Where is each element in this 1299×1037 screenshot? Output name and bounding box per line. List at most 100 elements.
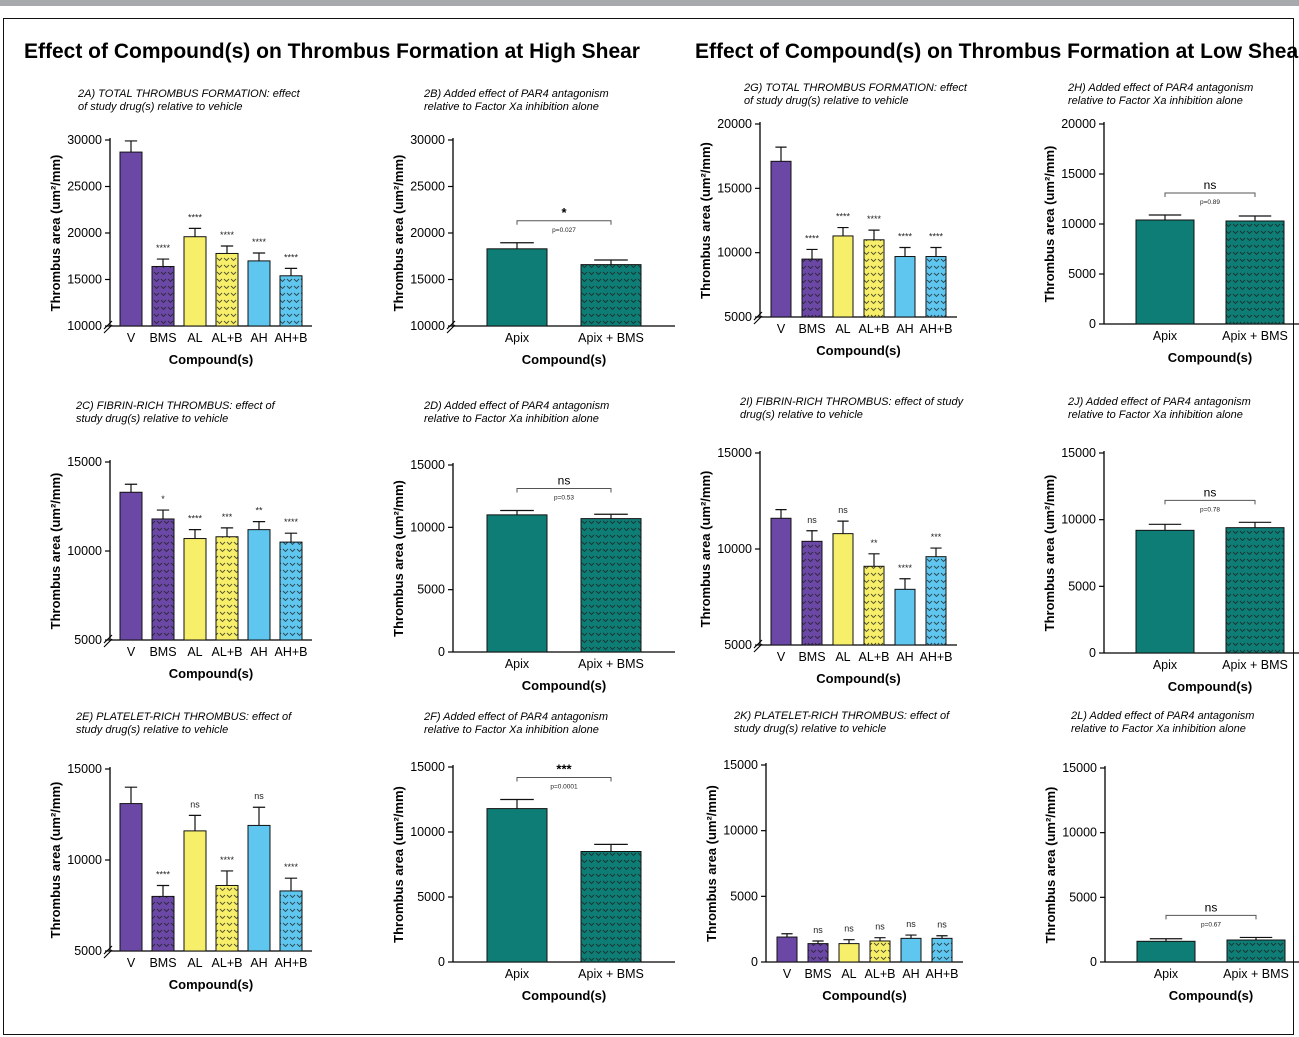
comparison-bracket — [516, 220, 612, 225]
bar-v — [119, 151, 143, 327]
error-bar — [500, 242, 534, 249]
comparison-bracket — [516, 777, 612, 782]
y-tick-label: 15000 — [410, 760, 445, 774]
panel-title-line: 2D) Added effect of PAR4 antagonism — [424, 400, 610, 412]
y-axis-label: Thrombus area (um²/mm) — [48, 782, 63, 939]
y-tick-label: 15000 — [1061, 167, 1096, 181]
x-tick-label: BMS — [149, 331, 176, 345]
bar-apix-plus-bms — [580, 264, 642, 327]
bar-v — [770, 517, 792, 646]
bar-v — [119, 803, 143, 952]
panel-title-line: relative to Factor Xa inhibition alone — [1071, 723, 1246, 735]
error-bar — [899, 246, 911, 257]
chart-svg: 10000 15000 20000 25000 30000 Thrombus area (… — [48, 133, 312, 367]
significance-label: ns — [937, 920, 947, 930]
panel-title-line: 2J) Added effect of PAR4 antagonism — [1068, 396, 1251, 408]
panel-title-line: of study drug(s) relative to vehicle — [78, 101, 243, 113]
bar-bms — [807, 943, 829, 963]
error-bar — [775, 146, 787, 162]
panel-title-line: relative to Factor Xa inhibition alone — [1068, 409, 1243, 421]
chart-svg: 0 5000 10000 15000 Thrombus area (um²/mm) Com… — [704, 758, 963, 1003]
x-tick-label: AH — [250, 331, 267, 345]
chart-2i: 2I) FIBRIN-RICH THROMBUS: effect of stud… — [688, 396, 1018, 696]
chart-2j: 2J) Added effect of PAR4 antagonism relat… — [1022, 396, 1299, 696]
x-tick-label: V — [777, 650, 786, 664]
bar-alplusb — [863, 239, 885, 318]
x-tick-label: AH — [250, 645, 267, 659]
bar-ah — [894, 588, 916, 646]
chart-2e: 2E) PLATELET-RICH THROMBUS: effect of stu… — [30, 711, 360, 1011]
error-bar — [252, 252, 266, 261]
x-tick-label: AH+B — [919, 322, 952, 336]
error-bar — [284, 532, 298, 543]
x-tick-label: AL — [187, 331, 202, 345]
y-tick-label: 5000 — [74, 633, 102, 647]
bar-alplusb — [863, 565, 885, 646]
x-tick-label: AL+B — [865, 967, 896, 981]
x-tick-label: AL — [841, 967, 856, 981]
x-axis-label: Compound(s) — [522, 678, 606, 693]
significance-label: **** — [929, 232, 944, 242]
y-tick-label: 25000 — [410, 180, 445, 194]
panel-title-line: 2L) Added effect of PAR4 antagonism — [1071, 710, 1255, 722]
y-tick-label: 15000 — [723, 758, 758, 772]
x-tick-label: Apix — [505, 967, 530, 981]
bar-apix — [486, 808, 548, 963]
significance-label: ** — [255, 506, 263, 516]
chart-svg: 5000 10000 15000 Thrombus area (um²/mm) Comp… — [48, 762, 312, 992]
x-axis-label: Compound(s) — [1169, 988, 1253, 1003]
x-axis-label: Compound(s) — [816, 343, 900, 358]
comparison-label: ns — [1205, 900, 1218, 914]
y-tick-label: 0 — [438, 645, 445, 659]
x-tick-label: AH — [902, 967, 919, 981]
error-bar — [806, 530, 818, 542]
significance-label: ns — [254, 791, 264, 801]
error-bar — [781, 933, 793, 938]
x-tick-label: Apix — [505, 657, 530, 671]
x-tick-label: Apix + BMS — [1223, 967, 1289, 981]
panel-title-line: 2H) Added effect of PAR4 antagonism — [1068, 82, 1254, 94]
error-bar — [124, 786, 138, 804]
error-bar — [868, 553, 880, 567]
bar-al — [832, 235, 854, 318]
x-tick-label: AL — [187, 956, 202, 970]
x-tick-label: V — [777, 322, 786, 336]
error-bar — [220, 870, 234, 886]
y-tick-label: 25000 — [67, 180, 102, 194]
chart-2k: 2K) PLATELET-RICH THROMBUS: effect of stu… — [698, 710, 1018, 1010]
comparison-bracket — [1165, 914, 1257, 920]
x-tick-label: Apix + BMS — [578, 657, 644, 671]
x-tick-label: AH — [896, 322, 913, 336]
panel-title-line: 2K) PLATELET-RICH THROMBUS: effect of — [734, 710, 950, 722]
error-bar — [594, 843, 628, 852]
error-bar — [594, 259, 628, 265]
axis-break-mark — [103, 945, 113, 959]
y-axis-label: Thrombus area (um²/mm) — [1043, 787, 1058, 944]
y-tick-label: 10000 — [410, 319, 445, 333]
x-axis-label: Compound(s) — [1168, 679, 1252, 694]
p-value-label: p=0.78 — [1200, 506, 1220, 513]
bar-ahplusb — [279, 890, 303, 952]
x-tick-label: AL+B — [212, 645, 243, 659]
error-bar — [252, 806, 266, 826]
x-tick-label: BMS — [804, 967, 831, 981]
y-tick-label: 5000 — [724, 310, 752, 324]
y-tick-label: 5000 — [417, 583, 445, 597]
error-bar — [156, 258, 170, 267]
p-value-label: p=0.53 — [554, 495, 574, 502]
chart-svg: 0 5000 10000 15000 Thrombus area (um²/mm) Com… — [391, 760, 675, 1003]
significance-label: **** — [805, 233, 820, 243]
panel-title-line: relative to Factor Xa inhibition alone — [424, 101, 599, 113]
error-bar — [500, 798, 534, 809]
significance-label: **** — [284, 517, 299, 527]
bar-v — [776, 936, 798, 963]
bar-al — [838, 943, 860, 963]
significance-label: **** — [188, 212, 203, 222]
x-tick-label: AH — [250, 956, 267, 970]
y-tick-label: 10000 — [723, 824, 758, 838]
chart-2a: 2A) TOTAL THROMBUS FORMATION: effect of s… — [20, 88, 360, 388]
x-tick-label: AL — [187, 645, 202, 659]
x-tick-label: AH+B — [274, 956, 307, 970]
x-tick-label: V — [127, 645, 136, 659]
bar-al — [832, 533, 854, 646]
